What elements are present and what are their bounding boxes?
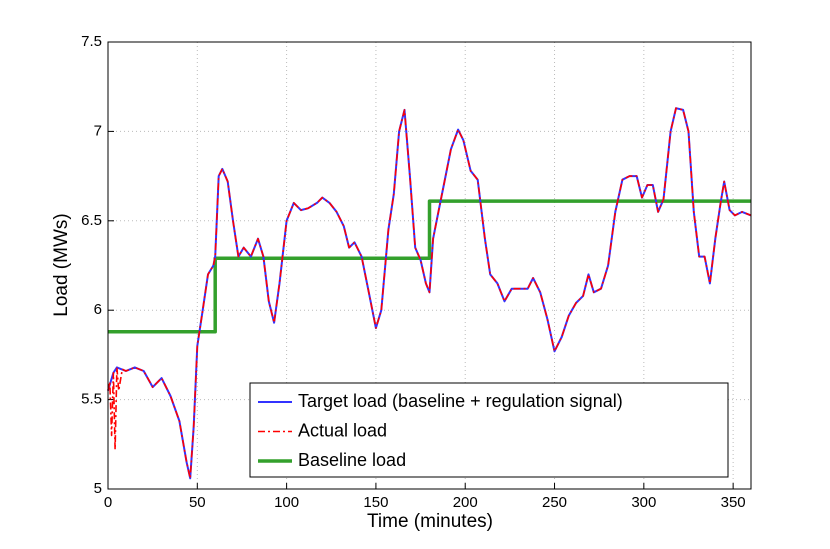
x-tick-label: 150 [363,494,388,511]
x-tick-label: 250 [542,494,567,511]
y-tick-label: 6 [94,301,102,318]
x-axis-label: Time (minutes) [367,511,493,532]
y-axis-label: Load (MWs) [51,213,72,316]
legend-label: Actual load [298,420,387,440]
y-tick-label: 5 [94,480,102,497]
legend-box [249,382,729,478]
y-tick-label: 7 [94,122,102,139]
axes-box [107,41,752,490]
x-tick-label: 300 [631,494,656,511]
y-tick-label: 7.5 [81,33,102,50]
x-tick-label: 200 [453,494,478,511]
y-tick-label: 5.5 [81,391,102,408]
x-tick-label: 50 [189,494,206,511]
series-line [107,107,752,480]
legend-label: Target load (baseline + regulation signa… [298,391,623,411]
x-tick-label: 350 [721,494,746,511]
x-tick-label: 0 [104,494,112,511]
legend-label: Baseline load [298,450,406,470]
y-tick-label: 6.5 [81,212,102,229]
x-tick-label: 100 [274,494,299,511]
series-line [108,199,751,334]
